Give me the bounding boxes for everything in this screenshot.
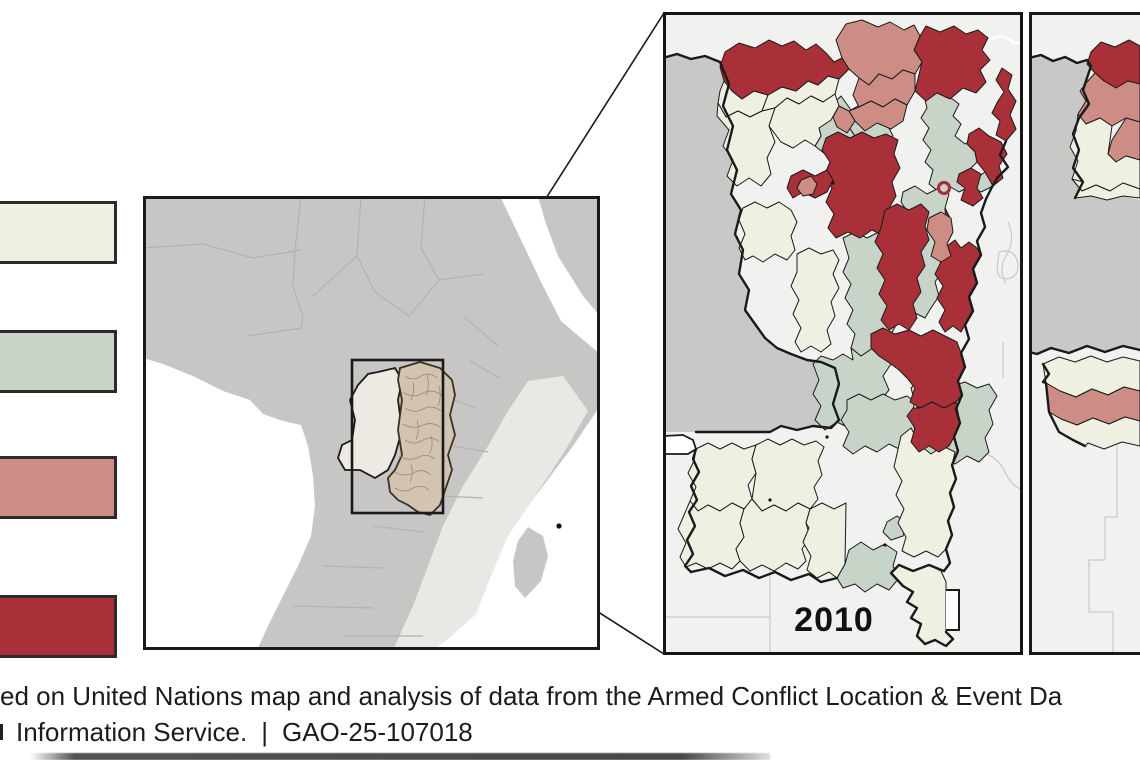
territories-salmon — [796, 19, 954, 263]
panel-border — [1029, 12, 1140, 655]
arabian-peninsula — [538, 196, 600, 316]
study-boundary — [1029, 53, 1140, 448]
panel-2010-border — [663, 12, 1023, 655]
east-africa-pale-region — [393, 376, 588, 650]
inset-rectangle — [350, 358, 445, 515]
cropped-character-fragment — [0, 724, 3, 740]
legend-swatch-4 — [0, 595, 117, 658]
detail-map-partial — [1029, 12, 1140, 655]
legend-swatch-1 — [0, 201, 117, 264]
legend — [0, 0, 120, 760]
study-boundary — [663, 52, 1010, 648]
island-dot — [556, 523, 562, 529]
legend-swatch-3 — [0, 456, 117, 519]
gao-report-number: GAO-25-107018 — [281, 717, 473, 747]
detail-map-2010 — [663, 12, 1023, 655]
source-caption-line1: ed on United Nations map and analysis of… — [0, 681, 1063, 711]
neighbor-borders — [1088, 446, 1118, 655]
madagascar — [513, 527, 548, 598]
cropped-bottom-bar — [30, 753, 770, 760]
legend-swatch-2 — [0, 330, 117, 393]
non-study-area — [1029, 55, 1140, 354]
territory-texture — [394, 373, 444, 492]
town-dots — [768, 181, 887, 547]
caption-separator: | — [261, 717, 268, 747]
territories — [1042, 39, 1140, 450]
ring-territory-detail — [936, 180, 952, 196]
map-frame-bracket — [946, 589, 960, 631]
africa-panel-border — [143, 196, 600, 650]
source-caption-line2: Information Service. | GAO-25-107018 — [16, 717, 473, 748]
source-caption-text: Information Service. — [16, 717, 248, 747]
year-label: 2010 — [794, 601, 874, 639]
country-borders — [143, 196, 501, 637]
africa-locator-map — [143, 196, 600, 650]
non-study-area — [663, 54, 839, 432]
